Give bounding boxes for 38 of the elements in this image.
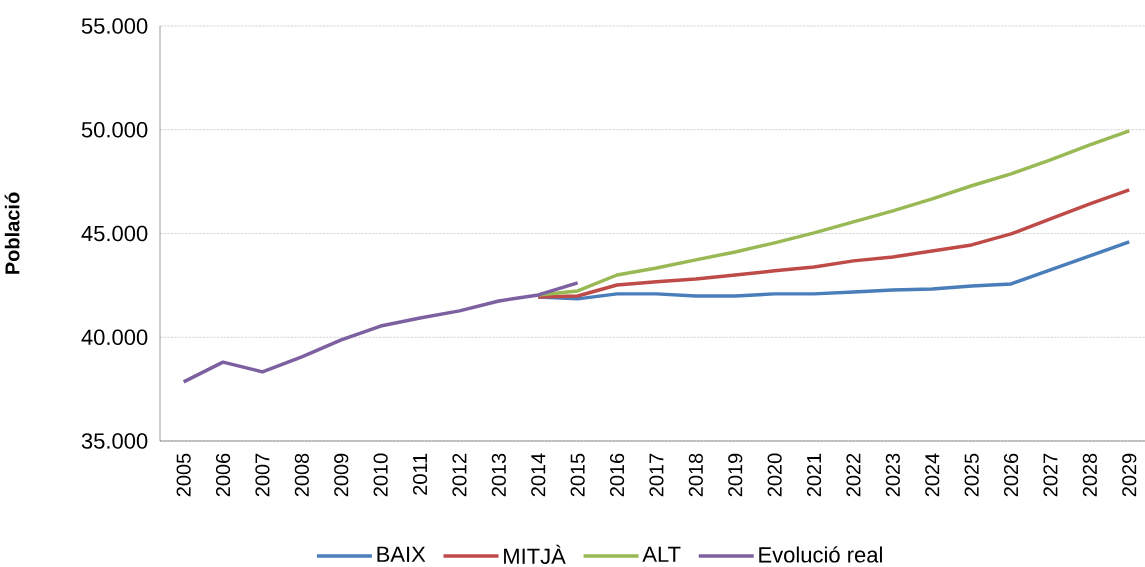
line-series	[536, 188, 1131, 299]
x-tick-label: 2007	[255, 453, 270, 497]
x-tick-label: 2017	[649, 453, 664, 497]
y-tick-label: 35.000	[81, 433, 148, 449]
legend-label: ALT	[642, 546, 681, 562]
x-tick-label: 2016	[609, 453, 625, 497]
x-tick-label: 2009	[334, 453, 349, 497]
legend-label: Evolució real	[759, 546, 882, 563]
x-tick-label: 2021	[806, 453, 822, 497]
x-tick-label: 2029	[1122, 453, 1137, 497]
x-tick-label: 2005	[176, 453, 191, 497]
x-tick-label: 2013	[491, 453, 506, 497]
x-tick-label: 2008	[294, 453, 309, 497]
x-tick-label: 2024	[925, 453, 940, 497]
legend-label: MITJÀ	[504, 544, 566, 565]
x-tick-label: 2011	[412, 453, 428, 495]
x-tick-label: 2018	[688, 453, 703, 497]
y-tick-label: 55.000	[81, 18, 148, 34]
x-tick-label: 2026	[1003, 453, 1019, 497]
x-tick-label: 2028	[1082, 453, 1097, 497]
line-series	[181, 281, 580, 384]
y-tick-label: 40.000	[81, 329, 148, 346]
x-tick-label: 2022	[846, 453, 861, 497]
x-tick-label: 2012	[452, 453, 467, 497]
x-tick-label: 2010	[373, 453, 388, 497]
x-tick-label: 2023	[885, 453, 900, 497]
x-tick-label: 2020	[767, 453, 782, 497]
x-tick-label: 2015	[570, 453, 585, 497]
legend-label: BAIX	[377, 546, 426, 562]
y-axis-title: Població	[4, 192, 20, 274]
y-tick-label: 50.000	[81, 121, 148, 138]
x-tick-label: 2006	[215, 453, 231, 497]
x-tick-label: 2019	[728, 453, 743, 497]
y-tick-label: 45.000	[81, 225, 148, 242]
line-series	[536, 129, 1131, 297]
x-tick-label: 2025	[964, 453, 979, 497]
x-tick-label: 2027	[1043, 453, 1058, 497]
x-tick-label: 2014	[531, 453, 546, 497]
